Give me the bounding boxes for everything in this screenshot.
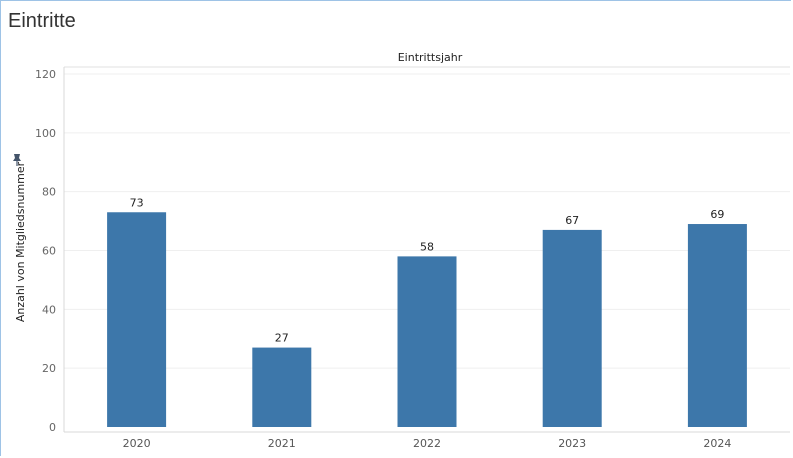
y-tick-label: 40 [42,303,56,316]
x-tick-label: 2022 [413,437,441,450]
bar-value-label: 27 [275,332,289,345]
x-tick-label: 2020 [123,437,151,450]
x-tick-label: 2021 [268,437,296,450]
bar-value-label: 58 [420,240,434,253]
y-tick-label: 80 [42,186,56,199]
bar-2024[interactable] [688,224,747,427]
column-header: Eintrittsjahr [398,51,463,64]
bar-2021[interactable] [252,348,311,427]
x-axis-ticks: 2020 2021 2022 2023 2024 [123,437,732,450]
bar-value-label: 67 [565,214,579,227]
y-tick-label: 60 [42,245,56,258]
y-axis-ticks: 0 20 40 60 80 100 120 [35,68,56,434]
x-tick-label: 2024 [703,437,731,450]
y-tick-label: 20 [42,362,56,375]
y-axis-label: Anzahl von Mitgliedsnummer [14,161,27,322]
bar-2023[interactable] [543,230,602,427]
bar-value-label: 73 [130,196,144,209]
bar-value-label: 69 [710,208,724,221]
y-tick-label: 120 [35,68,56,81]
bar-2020[interactable] [107,212,166,427]
y-tick-label: 100 [35,127,56,140]
bar-2022[interactable] [398,256,457,427]
y-tick-label: 0 [49,421,56,434]
x-tick-label: 2023 [558,437,586,450]
